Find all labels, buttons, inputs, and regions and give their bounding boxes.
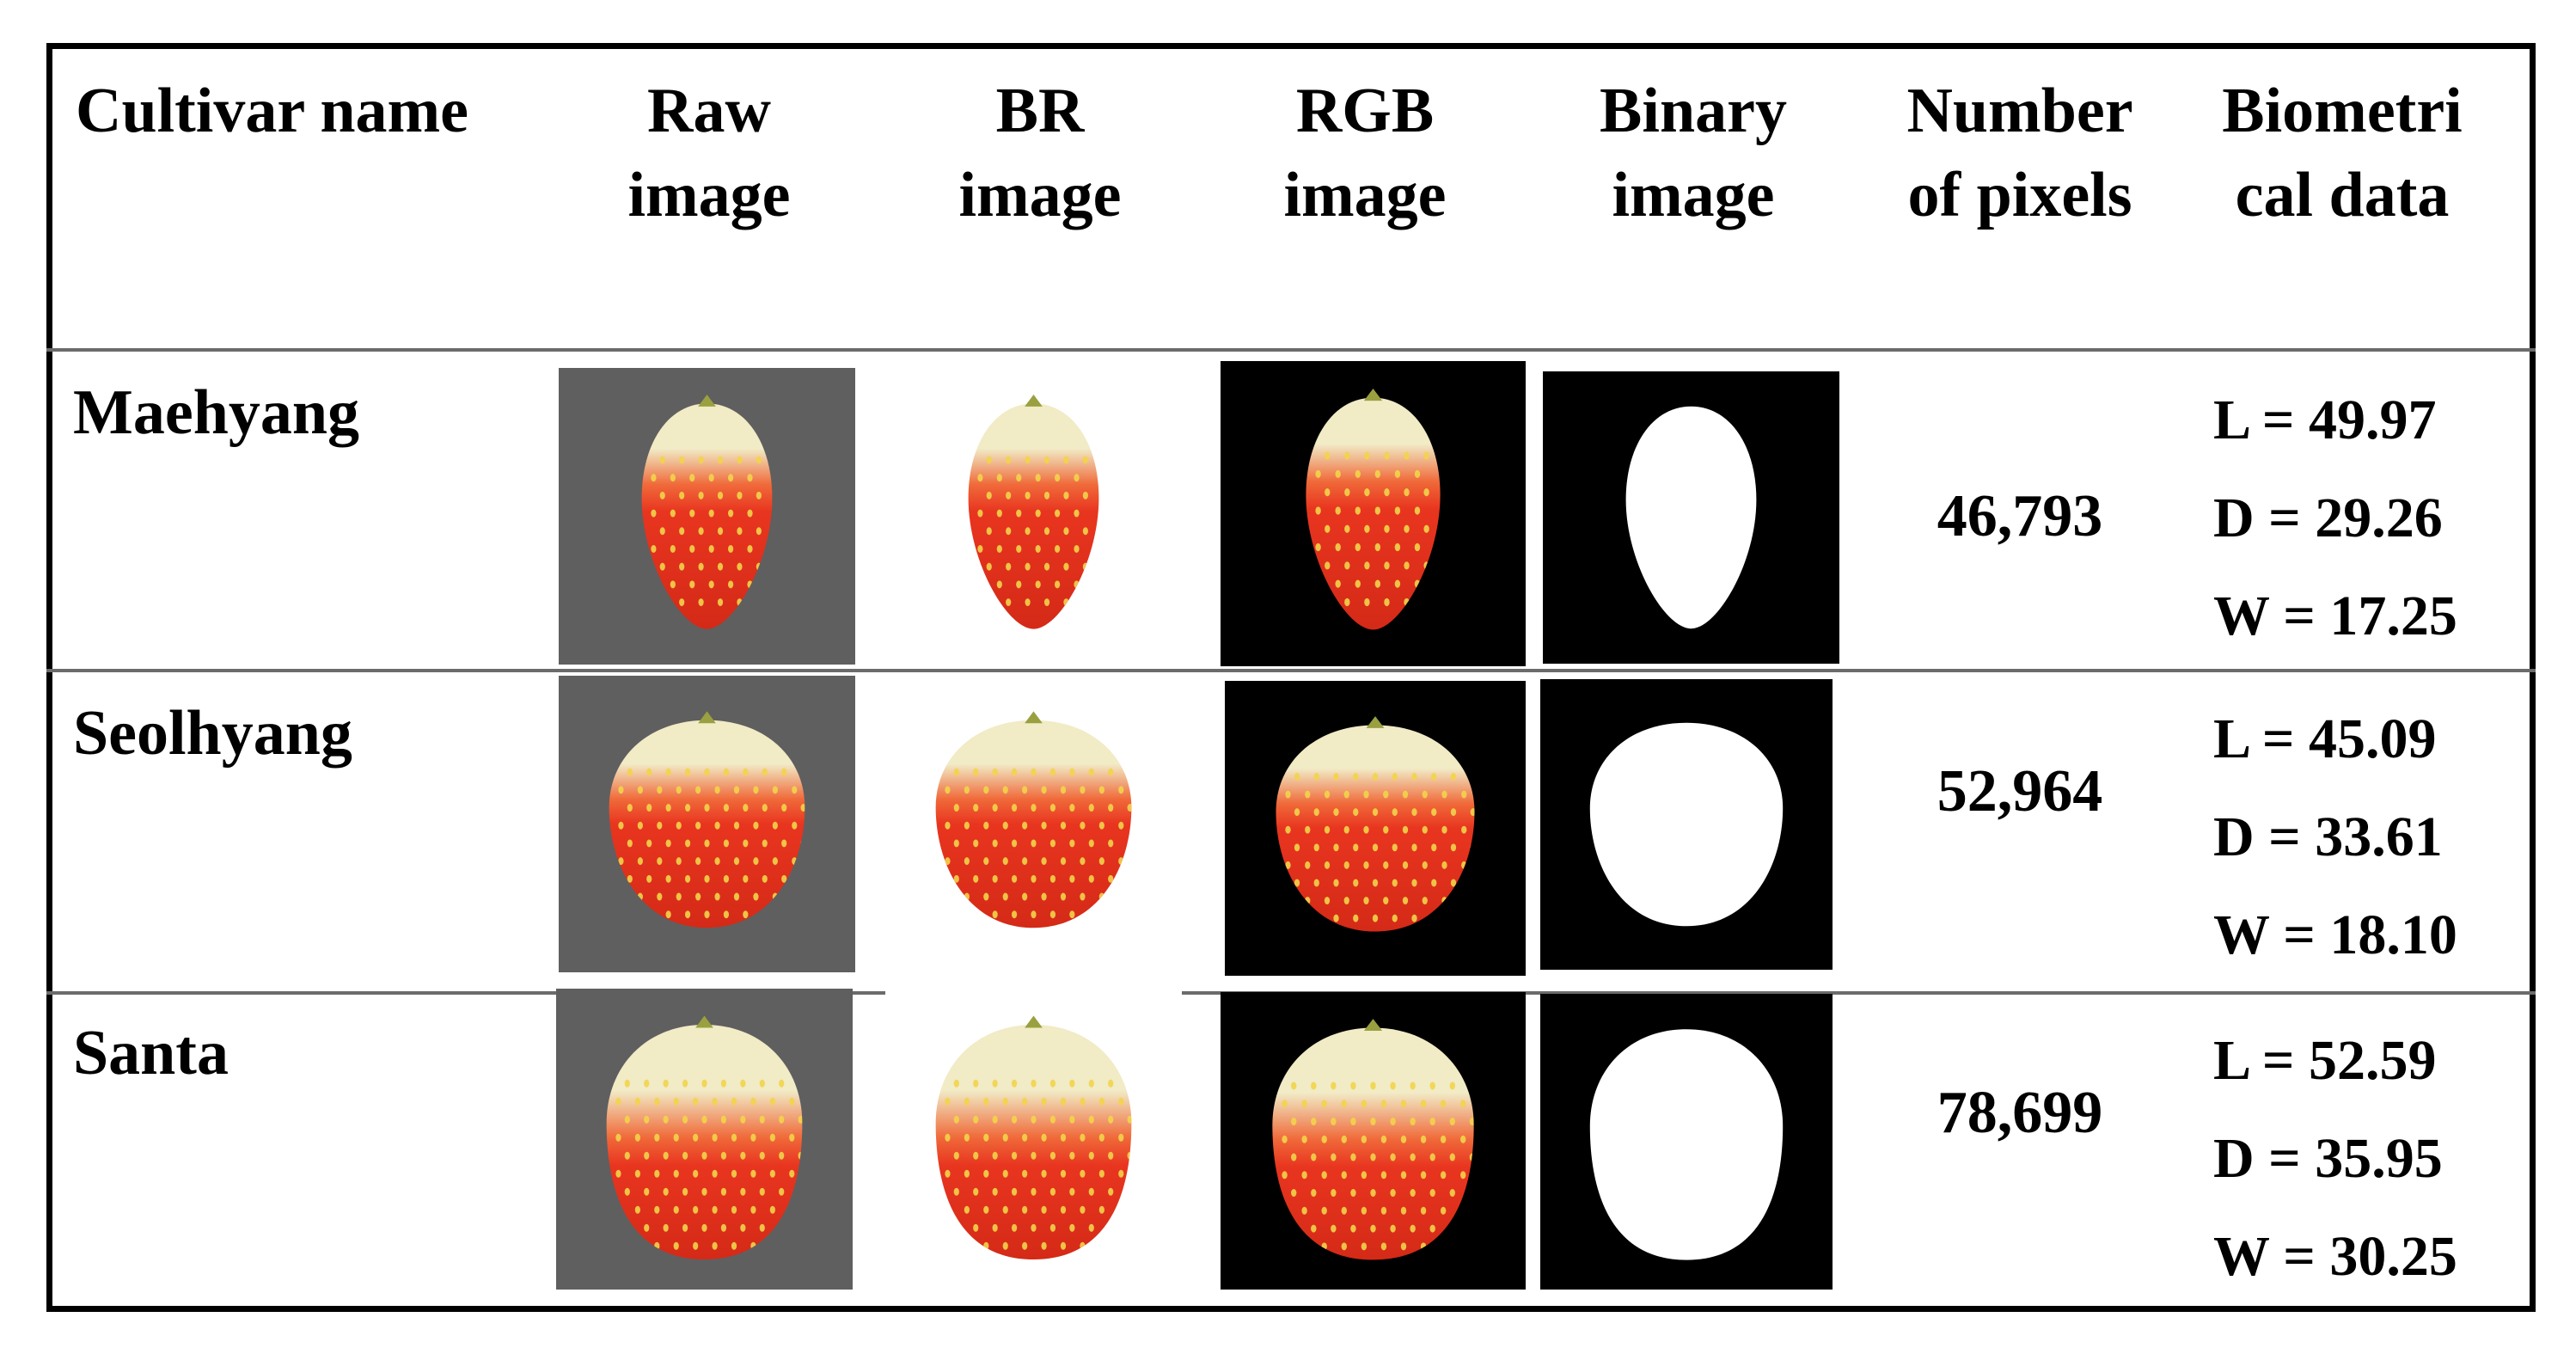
bio-diameter: D = 35.95 — [2213, 1127, 2443, 1190]
header-cultivar-name: Cultivar name — [76, 76, 469, 146]
bio-weight: W = 17.25 — [2213, 585, 2457, 647]
br-image — [885, 989, 1182, 1290]
raw-image — [559, 676, 855, 972]
bio-diameter: D = 29.26 — [2213, 487, 2443, 549]
header-br-image: BR image — [958, 76, 1122, 230]
pixel-count: 78,699 — [1937, 1080, 2103, 1146]
biometrical-data: L = 52.59 D = 35.95 W = 30.25 — [2213, 1012, 2457, 1306]
cultivar-name: Seolhyang — [73, 698, 352, 769]
binary-image — [1540, 679, 1833, 970]
br-image — [885, 676, 1182, 972]
rgb-image — [1221, 992, 1526, 1290]
binary-image — [1543, 371, 1839, 664]
rgb-image — [1221, 361, 1526, 666]
cultivar-name: Maehyang — [73, 377, 359, 448]
header-number-of-pixels: Number of pixels — [1906, 76, 2133, 230]
bio-weight: W = 30.25 — [2213, 1225, 2457, 1288]
row-rule-1 — [46, 669, 2536, 672]
header-rgb-image: RGB image — [1283, 76, 1447, 230]
binary-image — [1540, 994, 1833, 1290]
table-frame — [46, 43, 2536, 1312]
br-image — [885, 368, 1182, 665]
biometrical-data: L = 45.09 D = 33.61 W = 18.10 — [2213, 690, 2457, 984]
cultivar-name: Santa — [73, 1018, 229, 1088]
pixel-count: 46,793 — [1937, 483, 2103, 549]
biometrical-data: L = 49.97 D = 29.26 W = 17.25 — [2213, 371, 2457, 665]
header-biometrical-data: Biometri cal data — [2222, 76, 2463, 230]
bio-length: L = 52.59 — [2213, 1029, 2437, 1092]
raw-image — [556, 989, 853, 1290]
bio-weight: W = 18.10 — [2213, 904, 2457, 966]
header-rule — [46, 348, 2536, 352]
raw-image — [559, 368, 855, 665]
bio-length: L = 45.09 — [2213, 708, 2437, 770]
bio-diameter: D = 33.61 — [2213, 806, 2443, 868]
header-raw-image: Raw image — [627, 76, 791, 230]
pixel-count: 52,964 — [1937, 758, 2103, 824]
header-binary-image: Binary image — [1600, 76, 1787, 230]
bio-length: L = 49.97 — [2213, 389, 2437, 451]
rgb-image — [1225, 681, 1526, 976]
